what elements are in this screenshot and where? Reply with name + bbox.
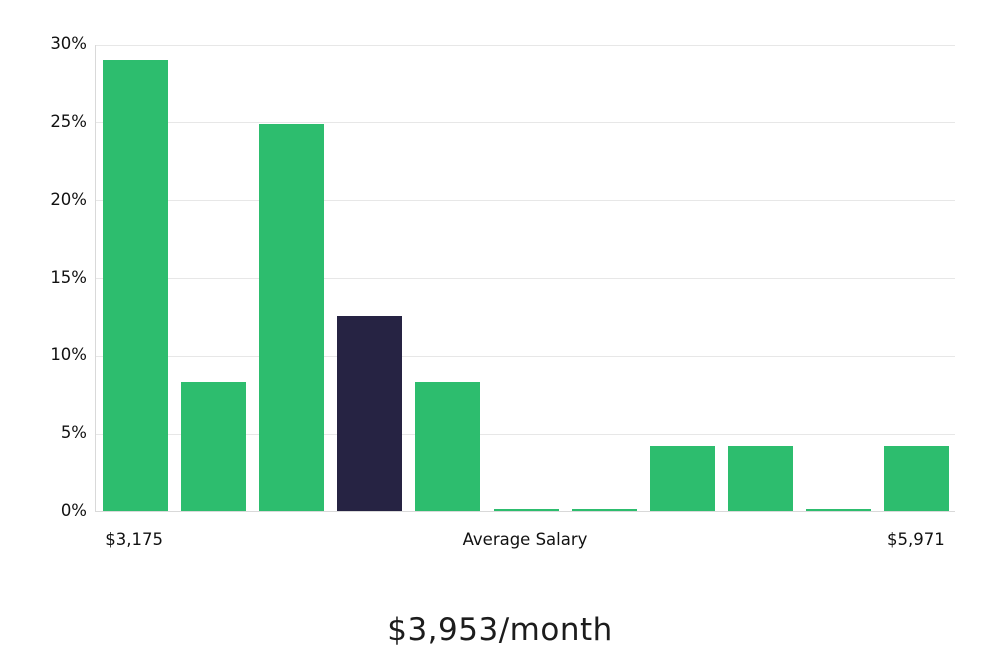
x-axis-label-average-salary: Average Salary <box>462 530 588 549</box>
histogram-bar-7 <box>571 508 637 511</box>
histogram-bar-4 <box>337 316 403 511</box>
plot-area <box>95 44 955 512</box>
gridline-25 <box>96 122 955 124</box>
y-axis-tick-label: 15% <box>50 267 87 287</box>
y-axis-tick-label: 20% <box>50 189 87 209</box>
gridline-5 <box>96 433 955 435</box>
gridline-30 <box>96 44 955 46</box>
y-axis-tick-label: 10% <box>50 345 87 365</box>
gridline-15 <box>96 278 955 279</box>
histogram-bar-6 <box>493 508 559 511</box>
y-axis-tick-label: 30% <box>50 34 87 53</box>
y-axis-tick-label: 25% <box>50 111 87 131</box>
histogram-bar-1 <box>102 59 168 511</box>
gridline-20 <box>96 200 955 202</box>
histogram-bar-3 <box>258 124 324 511</box>
histogram-bar-9 <box>728 446 794 511</box>
x-axis-label-min-salary: $3,175 <box>105 530 163 549</box>
gridline-10 <box>96 355 955 357</box>
histogram-bar-11 <box>884 446 950 511</box>
histogram-bar-5 <box>415 381 481 511</box>
histogram-bar-10 <box>806 508 872 511</box>
histogram-bar-8 <box>649 446 715 511</box>
average-salary-caption: $3,953/month <box>387 612 613 648</box>
y-axis-tick-label: 5% <box>60 423 87 443</box>
y-axis-tick-label: 0% <box>60 501 87 520</box>
histogram-bar-2 <box>180 381 246 511</box>
x-axis-label-max-salary: $5,971 <box>887 530 945 549</box>
